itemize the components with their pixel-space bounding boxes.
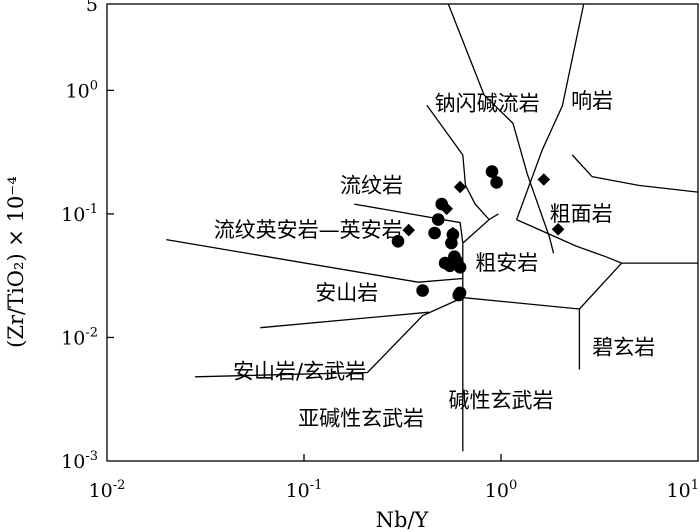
field-label: 安山岩: [315, 281, 378, 305]
boundary-line: [195, 296, 580, 378]
field-label: 流纹岩: [340, 173, 403, 197]
field-label: 安山岩/玄武岩: [233, 360, 366, 384]
circle-point: [485, 165, 499, 178]
boundary-line: [462, 213, 499, 244]
axis-ticks: 10-2 10-1 100 101 5 100 10-1 10-2 10-3: [61, 0, 699, 502]
boundary-line: [166, 238, 463, 283]
boundary-line: [260, 311, 429, 329]
circle-point: [391, 235, 405, 248]
field-label: 钠闪碱流岩: [435, 92, 540, 116]
boundary-line: [447, 3, 555, 254]
plot-frame: [106, 3, 699, 462]
tick-label: 101: [667, 478, 699, 502]
circle-point: [490, 176, 503, 189]
circle-point: [428, 226, 441, 240]
field-label: 流纹英安岩—英安岩: [214, 218, 403, 242]
field-label: 碧玄岩: [592, 335, 655, 359]
tick-label: 10-1: [286, 478, 323, 502]
field-label: 亚碱性玄武岩: [298, 407, 424, 431]
diamond-point: [402, 223, 415, 237]
boundary-line: [426, 104, 467, 186]
field-label: 粗安岩: [475, 251, 538, 275]
tick-label: 5: [86, 0, 98, 16]
x-axis-title: Nb/Y: [376, 508, 430, 532]
diamond-point: [453, 180, 467, 194]
circle-point: [453, 261, 467, 274]
boundary-line: [464, 185, 490, 221]
field-labels: 钠闪碱流岩 响岩流纹岩粗面岩流纹英安岩—英安岩粗安岩安山岩碧玄岩安山岩/玄武岩碱性…: [214, 89, 656, 431]
circle-point: [431, 213, 445, 226]
field-boundaries: [166, 3, 699, 452]
tick-label: 10-3: [61, 449, 98, 473]
boundary-line: [354, 203, 464, 244]
boundary-line: [516, 219, 698, 264]
circle-point: [453, 286, 467, 300]
field-label: 碱性玄武岩: [449, 388, 554, 412]
boundary-line: [515, 3, 585, 220]
diamond-point: [537, 173, 551, 186]
field-label: 粗面岩: [550, 202, 613, 226]
diamond-point: [446, 226, 460, 240]
tick-label: 100: [485, 478, 517, 502]
tick-label: 10-1: [61, 202, 98, 226]
tick-label: 10-2: [61, 325, 98, 349]
diamond-point: [440, 202, 453, 216]
y-axis-title: (Zr/TiO₂) × 10⁻⁴: [4, 176, 28, 348]
circle-point: [416, 284, 429, 297]
tick-label: 10-2: [89, 478, 126, 502]
diamond-point: [551, 223, 565, 236]
data-points: [391, 165, 565, 302]
tick-label: 100: [66, 78, 98, 102]
boundary-line: [571, 154, 699, 193]
field-label: 响岩: [571, 89, 613, 113]
